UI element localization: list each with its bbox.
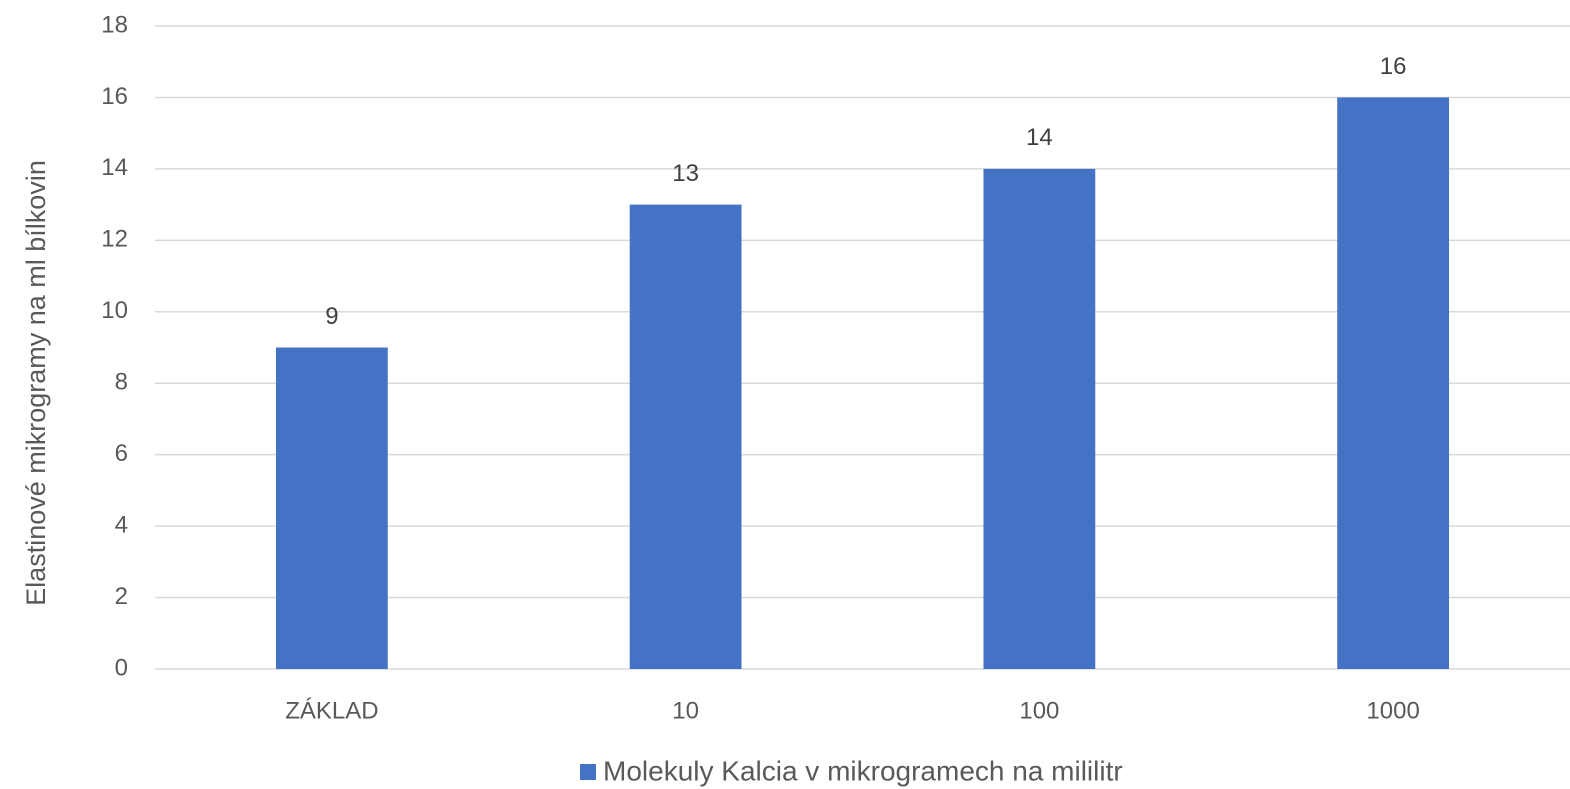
y-tick-label: 0 — [115, 654, 128, 681]
x-tick-label: ZÁKLAD — [285, 697, 378, 724]
bar — [1337, 97, 1450, 669]
bar — [983, 168, 1096, 669]
x-tick-label: 1000 — [1366, 697, 1419, 724]
y-tick-label: 6 — [115, 440, 128, 467]
data-label: 13 — [672, 160, 699, 187]
x-tick-label: 100 — [1019, 697, 1059, 724]
legend-label: Molekuly Kalcia v mikrogramech na milili… — [603, 755, 1123, 786]
y-axis-label: Elastinové mikrogramy na ml bílkovin — [21, 160, 51, 606]
y-tick-label: 4 — [115, 511, 128, 538]
y-tick-label: 2 — [115, 583, 128, 610]
data-label: 9 — [325, 303, 338, 330]
y-tick-label: 10 — [101, 297, 128, 324]
bar — [629, 204, 742, 669]
x-tick-label: 10 — [672, 697, 699, 724]
y-tick-label: 12 — [101, 226, 128, 253]
y-tick-label: 14 — [101, 154, 128, 181]
data-label: 14 — [1026, 124, 1053, 151]
data-label: 16 — [1380, 53, 1407, 80]
bar — [275, 347, 388, 669]
y-tick-label: 16 — [101, 83, 128, 110]
legend-swatch — [580, 764, 596, 780]
y-tick-label: 18 — [101, 11, 128, 38]
y-tick-label: 8 — [115, 369, 128, 396]
